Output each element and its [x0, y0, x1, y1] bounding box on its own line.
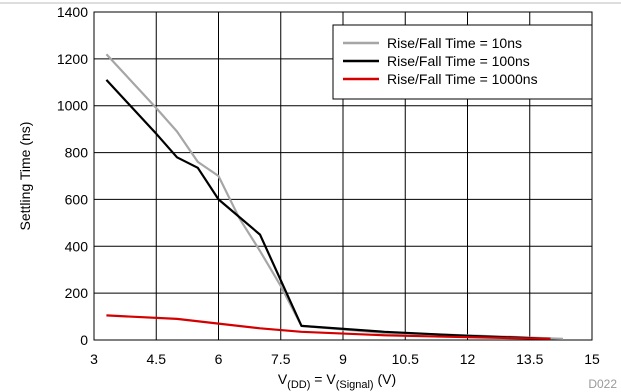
y-tick-label: 800 — [65, 145, 89, 161]
y-tick-label: 400 — [65, 238, 89, 254]
figure-id: D022 — [588, 377, 617, 391]
y-tick-label: 1200 — [57, 51, 88, 67]
x-tick-label: 12 — [460, 351, 476, 367]
y-tick-label: 0 — [80, 332, 88, 348]
x-tick-label: 7.5 — [271, 351, 291, 367]
x-tick-label: 9 — [339, 351, 347, 367]
legend-label-3: Rise/Fall Time = 1000ns — [387, 71, 538, 87]
x-tick-label: 6 — [215, 351, 223, 367]
plot-area-frame — [93, 11, 593, 341]
x-axis-title-subscript-signal: (Signal) — [336, 379, 374, 391]
legend-label-1: Rise/Fall Time = 10ns — [387, 35, 522, 51]
legend-label-2: Rise/Fall Time = 100ns — [387, 53, 530, 69]
y-tick-label: 600 — [65, 191, 89, 207]
x-axis-title-unit: (V) — [374, 371, 397, 387]
x-tick-label: 13.5 — [516, 351, 543, 367]
x-tick-labels: 3 4.5 6 7.5 9 10.5 12 13.5 15 — [90, 351, 600, 367]
x-axis-title-subscript-dd: (DD) — [287, 379, 310, 391]
x-tick-label: 4.5 — [147, 351, 167, 367]
series-layer — [105, 53, 564, 340]
x-tick-label: 10.5 — [392, 351, 419, 367]
y-axis-title: Settling Time (ns) — [17, 122, 33, 231]
y-tick-label: 1000 — [57, 98, 88, 114]
x-axis-title-equals: = V — [310, 371, 336, 387]
series-line-3 — [106, 314, 551, 340]
y-tick-label: 1400 — [57, 4, 88, 20]
x-tick-label: 3 — [90, 351, 98, 367]
legend: Rise/Fall Time = 10ns Rise/Fall Time = 10… — [332, 24, 593, 100]
series-line-2 — [105, 79, 551, 340]
x-axis-title: V(DD) = V(Signal) (V) — [278, 371, 396, 391]
x-tick-label: 15 — [584, 351, 600, 367]
y-tick-label: 200 — [65, 285, 89, 301]
x-axis-title-main: V — [278, 371, 288, 387]
y-tick-labels: 0 200 400 600 800 1000 1200 1400 — [57, 4, 88, 348]
